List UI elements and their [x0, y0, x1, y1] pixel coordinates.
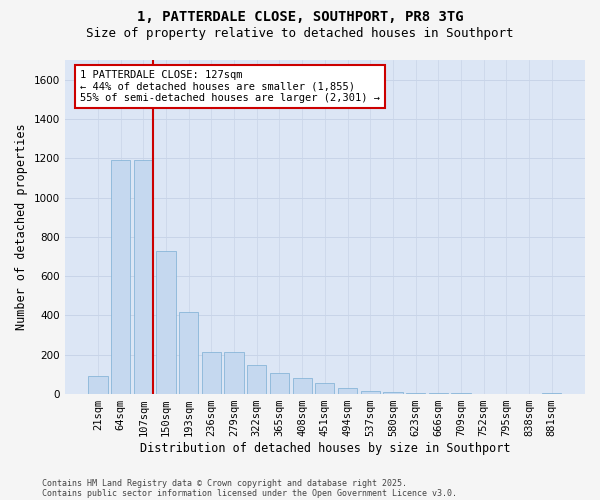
X-axis label: Distribution of detached houses by size in Southport: Distribution of detached houses by size … [140, 442, 510, 455]
Bar [315, 384, 334, 394]
Text: Contains HM Land Registry data © Crown copyright and database right 2025.: Contains HM Land Registry data © Crown c… [42, 478, 407, 488]
Bar [270, 374, 289, 394]
Bar [293, 378, 312, 394]
Bar [111, 160, 130, 394]
Bar [88, 376, 107, 394]
Bar [383, 392, 403, 394]
Text: 1 PATTERDALE CLOSE: 127sqm
← 44% of detached houses are smaller (1,855)
55% of s: 1 PATTERDALE CLOSE: 127sqm ← 44% of deta… [80, 70, 380, 103]
Bar [247, 364, 266, 394]
Bar [157, 250, 176, 394]
Text: Contains public sector information licensed under the Open Government Licence v3: Contains public sector information licen… [42, 488, 457, 498]
Bar [428, 393, 448, 394]
Bar [224, 352, 244, 394]
Bar [134, 160, 153, 394]
Bar [179, 312, 199, 394]
Text: 1, PATTERDALE CLOSE, SOUTHPORT, PR8 3TG: 1, PATTERDALE CLOSE, SOUTHPORT, PR8 3TG [137, 10, 463, 24]
Bar [361, 390, 380, 394]
Text: Size of property relative to detached houses in Southport: Size of property relative to detached ho… [86, 28, 514, 40]
Y-axis label: Number of detached properties: Number of detached properties [15, 124, 28, 330]
Bar [202, 352, 221, 394]
Bar [338, 388, 357, 394]
Bar [406, 392, 425, 394]
